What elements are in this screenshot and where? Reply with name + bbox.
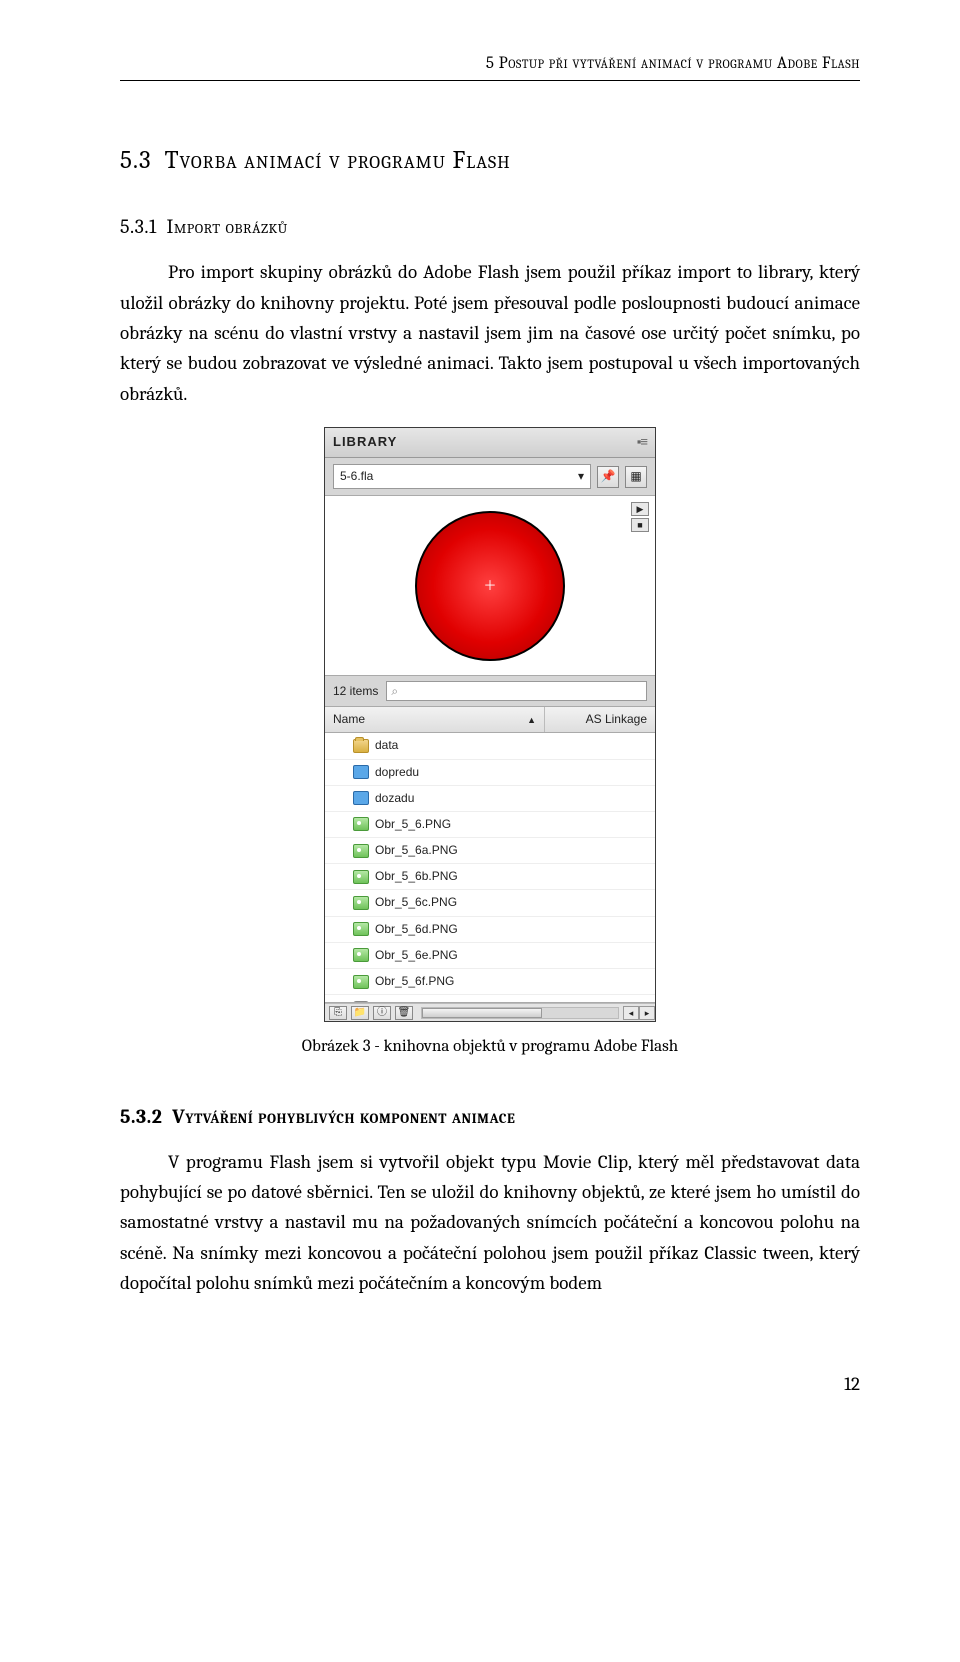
list-item[interactable]: Obr_5_6d.PNG	[325, 917, 655, 943]
subsection-heading: 5.3.2 Vytváření pohyblivých komponent an…	[120, 1101, 860, 1133]
subsection-title: Import obrázků	[167, 215, 288, 238]
list-item[interactable]: Obr_5_6e.PNG	[325, 943, 655, 969]
list-item[interactable]: data	[325, 733, 655, 759]
item-label: Obr_5_6f.PNG	[375, 972, 454, 991]
file-name: 5-6.fla	[340, 467, 373, 486]
delete-button[interactable]: 🗑	[395, 1006, 413, 1020]
item-label: dozadu	[375, 789, 414, 808]
name-column-header[interactable]: Name ▲	[325, 707, 545, 732]
subsection-num: 5.3.1	[120, 215, 157, 238]
list-item[interactable]: dopredu	[325, 760, 655, 786]
registration-point-icon: ＋	[483, 579, 496, 592]
figure-caption: Obrázek 3 - knihovna objektů v programu …	[120, 1033, 860, 1060]
running-header: 5 Postup při vytváření animací v program…	[120, 50, 860, 81]
library-panel: LIBRARY ▪≡ 5-6.fla ▾ 📌 ▦ ＋ ▶ ■ 12 items …	[324, 427, 656, 1022]
linkage-column-label: AS Linkage	[586, 710, 647, 729]
section-title: Tvorba animací v programu Flash	[165, 146, 511, 175]
png-icon	[353, 975, 369, 989]
panel-footer: ⎘ 📁 ⓘ 🗑 ◂ ▸	[325, 1003, 655, 1021]
panel-title: LIBRARY	[333, 432, 397, 453]
file-dropdown[interactable]: 5-6.fla ▾	[333, 464, 591, 489]
page-number: 12	[120, 1369, 860, 1399]
preview-play-icon[interactable]: ▶	[631, 502, 649, 516]
column-header-row: Name ▲ AS Linkage	[325, 707, 655, 733]
list-item[interactable]: Obr_5_6a.PNG	[325, 838, 655, 864]
section-num: 5.3	[120, 146, 152, 175]
mc-icon	[353, 791, 369, 805]
section-heading: 5.3 Tvorba animací v programu Flash	[120, 141, 860, 181]
png-icon	[353, 896, 369, 910]
scrollbar-thumb[interactable]	[422, 1008, 542, 1018]
search-input[interactable]: ⌕	[386, 681, 647, 701]
file-selector-row: 5-6.fla ▾ 📌 ▦	[325, 458, 655, 496]
subsection-num: 5.3.2	[120, 1105, 162, 1128]
item-label: Obr_5_6.PNG	[375, 815, 451, 834]
subsection-title: Vytváření pohyblivých komponent animace	[172, 1105, 515, 1128]
name-column-label: Name	[333, 710, 365, 729]
linkage-column-header[interactable]: AS Linkage	[545, 707, 655, 732]
new-symbol-button[interactable]: ⎘	[329, 1006, 347, 1020]
preview-symbol: ＋	[415, 511, 565, 661]
new-folder-button[interactable]: 📁	[351, 1006, 369, 1020]
item-label: Obr_5_6b.PNG	[375, 867, 458, 886]
list-item[interactable]: Obr_5_6f.PNG	[325, 969, 655, 995]
item-label: Obr_5_6d.PNG	[375, 920, 458, 939]
folder-icon	[353, 739, 369, 753]
list-item[interactable]: Obr_5_6.PNG	[325, 812, 655, 838]
panel-titlebar[interactable]: LIBRARY ▪≡	[325, 428, 655, 458]
preview-pane: ＋ ▶ ■	[325, 496, 655, 676]
items-count-row: 12 items ⌕	[325, 676, 655, 707]
figure: LIBRARY ▪≡ 5-6.fla ▾ 📌 ▦ ＋ ▶ ■ 12 items …	[120, 427, 860, 1060]
pin-button[interactable]: 📌	[597, 466, 619, 488]
list-item[interactable]: spust animaci	[325, 995, 655, 1003]
item-label: data	[375, 736, 398, 755]
mc-icon	[353, 765, 369, 779]
item-label: Obr_5_6a.PNG	[375, 841, 458, 860]
png-icon	[353, 817, 369, 831]
png-icon	[353, 870, 369, 884]
png-icon	[353, 922, 369, 936]
preview-stop-icon[interactable]: ■	[631, 518, 649, 532]
new-doc-button[interactable]: ▦	[625, 466, 647, 488]
chevron-down-icon: ▾	[578, 467, 584, 486]
list-item[interactable]: Obr_5_6c.PNG	[325, 890, 655, 916]
list-item[interactable]: dozadu	[325, 786, 655, 812]
sort-arrow-icon: ▲	[527, 713, 536, 727]
item-label: Obr_5_6e.PNG	[375, 946, 458, 965]
item-label: dopredu	[375, 763, 419, 782]
panel-menu-icon[interactable]: ▪≡	[637, 432, 647, 453]
scroll-right-button[interactable]: ▸	[639, 1006, 655, 1020]
properties-button[interactable]: ⓘ	[373, 1006, 391, 1020]
subsection-heading: 5.3.1 Import obrázků	[120, 211, 860, 243]
paragraph: V programu Flash jsem si vytvořil objekt…	[120, 1147, 860, 1299]
paragraph: Pro import skupiny obrázků do Adobe Flas…	[120, 257, 860, 409]
png-icon	[353, 948, 369, 962]
library-list: data dopredu dozadu Obr_5_6.PNG Obr_5_6a.PNG…	[325, 733, 655, 1003]
list-item[interactable]: Obr_5_6b.PNG	[325, 864, 655, 890]
horizontal-scrollbar[interactable]	[421, 1007, 619, 1019]
scroll-left-button[interactable]: ◂	[623, 1006, 639, 1020]
item-label: Obr_5_6c.PNG	[375, 893, 457, 912]
preview-nav: ▶ ■	[631, 502, 649, 532]
items-count: 12 items	[333, 682, 378, 701]
png-icon	[353, 844, 369, 858]
